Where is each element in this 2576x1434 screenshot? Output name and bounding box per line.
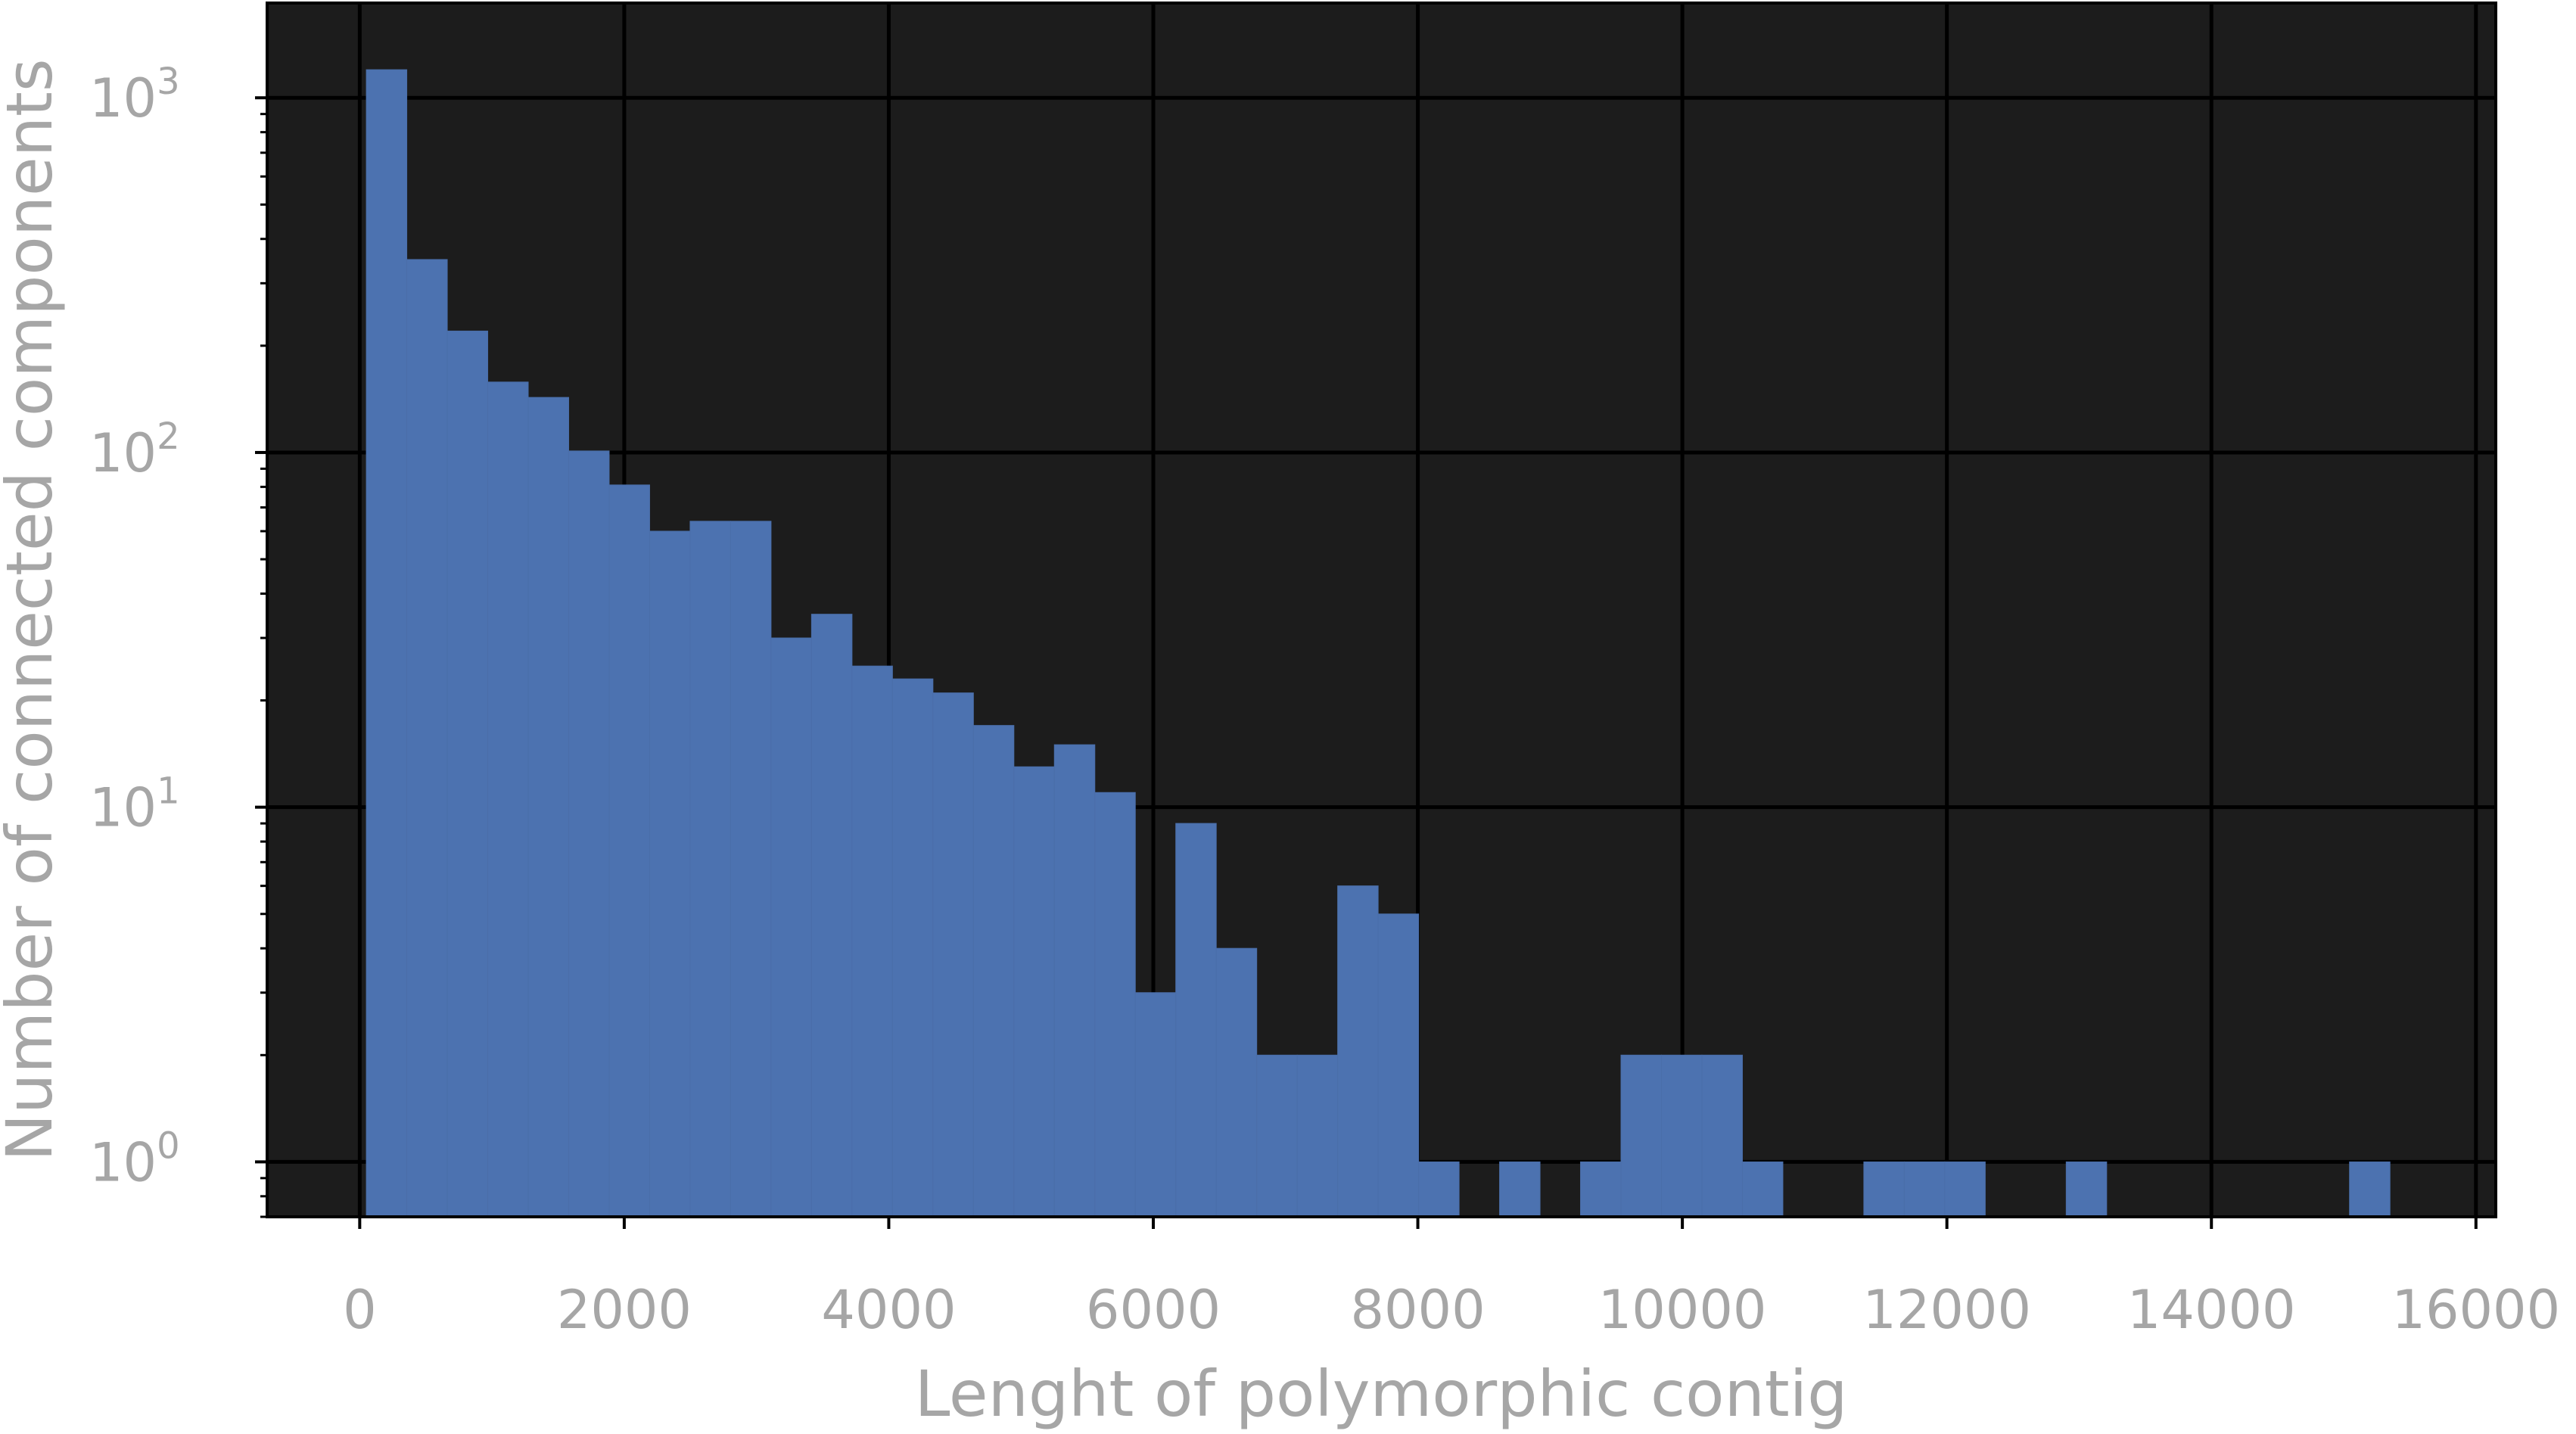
- histogram-bar: [1134, 992, 1177, 1218]
- histogram-bar: [932, 692, 974, 1218]
- histogram-bar: [1337, 885, 1379, 1218]
- x-tick-label: 2000: [557, 1279, 692, 1341]
- x-tick-label: 0: [343, 1279, 377, 1341]
- y-tick-labels: 100 101 102 103: [89, 61, 180, 1193]
- y-tick-label: 103: [89, 61, 180, 129]
- x-axis-label: Lenght of polymorphic contig: [915, 1357, 1848, 1431]
- histogram-bar: [649, 530, 691, 1218]
- histogram-bar: [527, 397, 569, 1218]
- histogram-bar: [1741, 1161, 1784, 1218]
- x-tick-label: 16000: [2391, 1279, 2560, 1341]
- histogram-bar: [1863, 1161, 1905, 1218]
- histogram-bar: [689, 521, 731, 1218]
- histogram-bar: [1499, 1161, 1541, 1218]
- y-tick-label: 101: [89, 770, 180, 839]
- histogram-bar: [2349, 1161, 2391, 1218]
- histogram-bar: [851, 665, 893, 1218]
- x-tick-label: 10000: [1598, 1279, 1767, 1341]
- histogram-bar: [1418, 1161, 1460, 1218]
- histogram-bar: [366, 69, 408, 1218]
- y-tick-label: 100: [89, 1124, 180, 1193]
- histogram-bar: [810, 614, 853, 1218]
- x-tick-label: 8000: [1350, 1279, 1485, 1341]
- histogram-bar: [608, 484, 650, 1218]
- histogram-bar: [1256, 1054, 1298, 1218]
- histogram-bar: [891, 678, 934, 1218]
- x-tick-label: 4000: [821, 1279, 956, 1341]
- histogram-bar: [1013, 766, 1055, 1218]
- histogram-bar: [568, 450, 610, 1218]
- histogram-bar: [972, 725, 1015, 1218]
- histogram-bar: [730, 521, 772, 1218]
- x-tick-label: 12000: [1862, 1279, 2031, 1341]
- histogram-bar: [1175, 823, 1217, 1218]
- histogram-bar: [446, 330, 489, 1218]
- histogram-bar: [1296, 1054, 1339, 1218]
- histogram-bar: [1661, 1054, 1703, 1218]
- histogram-bar: [406, 259, 448, 1218]
- histogram-bars: [366, 69, 2391, 1218]
- histogram-bar: [1094, 792, 1136, 1218]
- histogram-bar: [1215, 947, 1258, 1218]
- x-tick-label: 6000: [1086, 1279, 1221, 1341]
- histogram-bar: [1701, 1054, 1743, 1218]
- histogram-bar: [1580, 1161, 1622, 1218]
- histogram-bar: [770, 637, 812, 1218]
- y-axis-label: Number of connected components: [0, 58, 67, 1161]
- x-tick-labels: 0 2000 4000 6000 8000 10000 12000 14000 16000: [343, 1279, 2560, 1341]
- histogram-bar: [487, 381, 529, 1218]
- histogram-bar: [1944, 1161, 1986, 1218]
- histogram-bar: [2065, 1161, 2108, 1218]
- histogram-bar: [1053, 744, 1096, 1218]
- histogram-bar: [1620, 1054, 1663, 1218]
- y-tick-label: 102: [89, 415, 180, 484]
- plot-frame: [266, 2, 2497, 1218]
- x-tick-label: 14000: [2127, 1279, 2296, 1341]
- histogram-bar: [1903, 1161, 1946, 1218]
- histogram-bar: [1377, 913, 1420, 1218]
